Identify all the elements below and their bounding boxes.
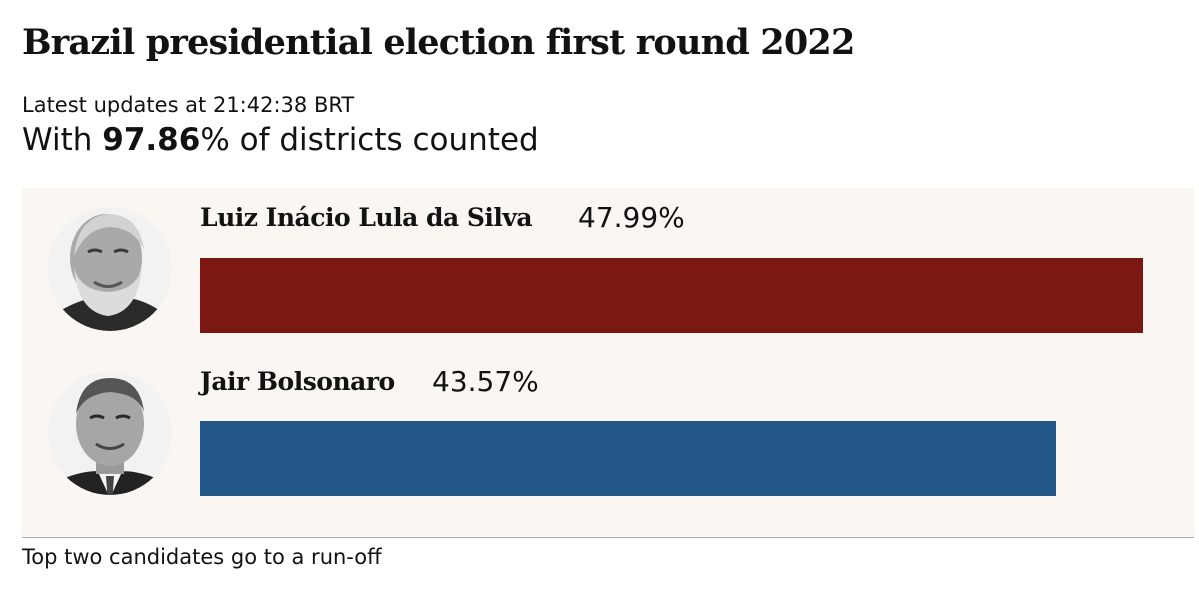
candidate-name-lula: Luiz Inácio Lula da Silva xyxy=(200,203,533,232)
counted-prefix: With xyxy=(22,122,103,158)
chart-title: Brazil presidential election first round… xyxy=(22,22,855,63)
bolsonaro-portrait-icon xyxy=(48,371,172,495)
candidate-name-bolsonaro: Jair Bolsonaro xyxy=(200,367,395,396)
districts-counted: With 97.86% of districts counted xyxy=(22,122,539,158)
candidate-percent-bolsonaro: 43.57% xyxy=(432,365,539,398)
bar-lula xyxy=(200,258,1143,333)
lula-portrait-icon xyxy=(48,207,172,331)
divider xyxy=(22,537,1194,538)
update-timestamp: Latest updates at 21:42:38 BRT xyxy=(22,93,355,117)
bar-bolsonaro xyxy=(200,421,1056,496)
counted-value: 97.86 xyxy=(102,122,201,158)
counted-suffix: % of districts counted xyxy=(200,122,539,158)
footnote: Top two candidates go to a run-off xyxy=(22,545,382,569)
candidate-percent-lula: 47.99% xyxy=(578,201,685,234)
